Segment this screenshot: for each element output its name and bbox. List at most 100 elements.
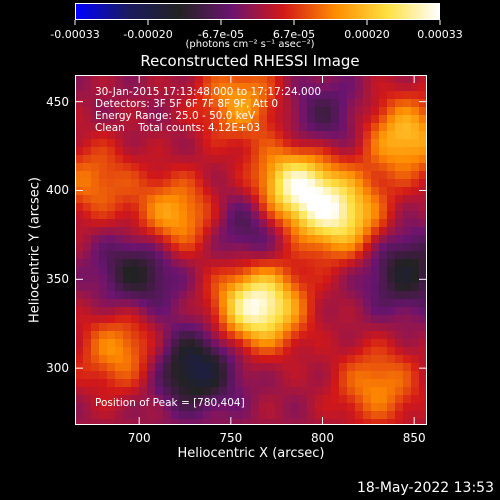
heatmap-cell [403, 179, 412, 188]
heatmap-cell [203, 139, 212, 148]
heatmap-cell [419, 299, 427, 308]
heatmap-cell [107, 283, 116, 292]
heatmap-cell [195, 307, 204, 316]
heatmap-cell [211, 131, 220, 140]
heatmap-cell [243, 211, 252, 220]
heatmap-cell [251, 347, 260, 356]
heatmap-cell [131, 307, 140, 316]
heatmap-cell [211, 91, 220, 100]
heatmap-cell [267, 235, 276, 244]
heatmap-cell [323, 187, 332, 196]
heatmap-cell [187, 123, 196, 132]
heatmap-cell [203, 251, 212, 260]
heatmap-cell [131, 147, 140, 156]
heatmap-cell [355, 171, 364, 180]
heatmap-cell [131, 115, 140, 124]
heatmap-cell [179, 379, 188, 388]
heatmap-cell [291, 163, 300, 172]
heatmap-cell [155, 283, 164, 292]
heatmap-cell [155, 155, 164, 164]
info-detectors: Detectors: 3F 5F 6F 7F 8F 9F, Att 0 [95, 98, 279, 110]
heatmap-cell [243, 363, 252, 372]
heatmap-cell [163, 203, 172, 212]
heatmap-cell [147, 155, 156, 164]
heatmap-cell [171, 355, 180, 364]
heatmap-cell [387, 387, 396, 396]
heatmap-cell [115, 379, 124, 388]
heatmap-cell [163, 339, 172, 348]
heatmap-cell [171, 419, 180, 425]
heatmap-cell [323, 379, 332, 388]
heatmap-cell [99, 395, 108, 404]
heatmap-cell [235, 155, 244, 164]
heatmap-cell [211, 299, 220, 308]
heatmap-cell [379, 411, 388, 420]
heatmap-cell [291, 259, 300, 268]
heatmap-cell [411, 323, 420, 332]
heatmap-cell [147, 395, 156, 404]
heatmap-cell [75, 139, 84, 148]
heatmap-cell [283, 123, 292, 132]
heatmap-cell [163, 291, 172, 300]
heatmap-cell [115, 283, 124, 292]
heatmap-cell [395, 387, 404, 396]
heatmap-cell [115, 235, 124, 244]
heatmap-cell [163, 283, 172, 292]
heatmap-cell [195, 187, 204, 196]
heatmap-cell [403, 107, 412, 116]
heatmap-cell [267, 315, 276, 324]
heatmap-cell [99, 371, 108, 380]
heatmap-cell [419, 355, 427, 364]
heatmap-cell [123, 187, 132, 196]
heatmap-cell [275, 147, 284, 156]
heatmap-cell [195, 283, 204, 292]
heatmap-cell [115, 107, 124, 116]
heatmap-cell [179, 99, 188, 108]
heatmap-cell [179, 179, 188, 188]
heatmap-cell [251, 355, 260, 364]
heatmap-cell [147, 235, 156, 244]
heatmap-cell [195, 163, 204, 172]
heatmap-cell [123, 195, 132, 204]
heatmap-cell [243, 91, 252, 100]
heatmap-cell [83, 227, 92, 236]
heatmap-cell [179, 291, 188, 300]
heatmap-cell [283, 155, 292, 164]
heatmap-cell [195, 83, 204, 92]
heatmap-cell [99, 115, 108, 124]
heatmap-cell [155, 211, 164, 220]
heatmap-cell [339, 379, 348, 388]
heatmap-cell [363, 131, 372, 140]
heatmap-cell [403, 203, 412, 212]
heatmap-cell [91, 203, 100, 212]
heatmap-cell [339, 331, 348, 340]
heatmap-cell [115, 315, 124, 324]
heatmap-cell [419, 115, 427, 124]
heatmap-cell [347, 403, 356, 412]
heatmap-cell [323, 395, 332, 404]
heatmap-cell [275, 323, 284, 332]
heatmap-cell [179, 299, 188, 308]
heatmap-cell [75, 259, 84, 268]
heatmap-cell [299, 323, 308, 332]
heatmap-cell [395, 187, 404, 196]
heatmap-cell [371, 115, 380, 124]
heatmap-cell [251, 235, 260, 244]
heatmap-cell [235, 347, 244, 356]
heatmap-cell [147, 411, 156, 420]
heatmap-cell [323, 299, 332, 308]
heatmap-cell [195, 267, 204, 276]
heatmap-cell [211, 99, 220, 108]
heatmap-cell [411, 203, 420, 212]
heatmap-cell [187, 387, 196, 396]
heatmap-cell [387, 315, 396, 324]
heatmap-cell [323, 291, 332, 300]
heatmap-cell [107, 179, 116, 188]
heatmap-cell [419, 171, 427, 180]
heatmap-cell [347, 379, 356, 388]
heatmap-cell [227, 155, 236, 164]
heatmap-cell [363, 315, 372, 324]
heatmap-cell [267, 411, 276, 420]
heatmap-cell [331, 315, 340, 324]
heatmap-cell [291, 339, 300, 348]
